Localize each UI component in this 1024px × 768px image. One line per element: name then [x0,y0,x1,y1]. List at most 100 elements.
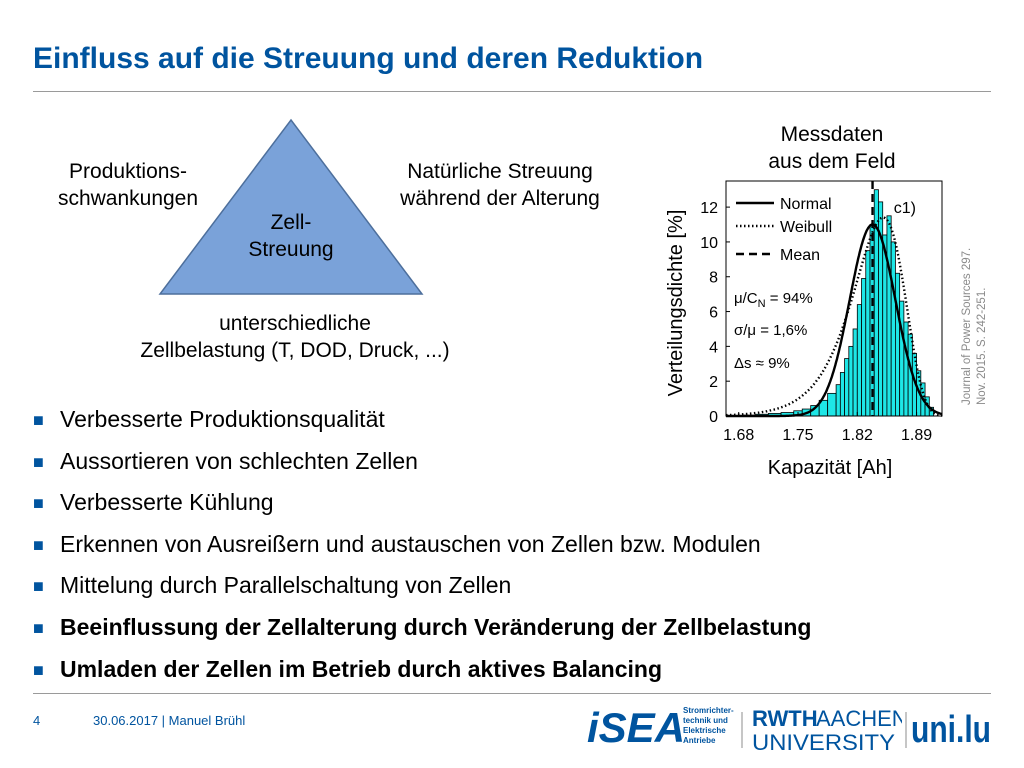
production-fluctuations-line2: schwankungen [57,187,199,210]
histogram-bar [895,272,901,417]
bullet-text: Umladen der Zellen im Betrieb durch akti… [60,655,663,682]
bullet-text: Beeinflussung der Zellalterung durch Ver… [60,613,812,640]
rwth-logo-university: UNIVERSITY [752,730,895,754]
legend-normal-label: Normal [780,196,832,213]
histogram-bar [827,392,837,417]
x-axis-label: Kapazität [Ah] [768,457,893,479]
chart-axes: 0 2 4 6 8 10 12 1.68 1.75 1.82 1.89 [700,180,943,444]
weibull-fit-line [725,216,943,417]
chart-caption: Messdaten aus dem Feld [744,121,920,175]
isea-logo: iSEA Stromrichter- technik und Elektrisc… [587,704,734,751]
footer-divider [33,693,991,694]
cell-load-label: unterschiedliche Zellbelastung (T, DOD, … [95,310,495,364]
y-tick-label: 2 [709,374,718,391]
production-fluctuations-line1: Produktions- [69,160,187,183]
date-author: 30.06.2017 | Manuel Brühl [93,713,246,728]
annotation-mu: μ/C [734,290,758,307]
triangle-shape [158,118,424,295]
triangle-center-line1: Zell- [270,211,312,234]
annotation-sigma-mu: σ/μ = 1,6% [734,322,807,339]
rwth-logo-rwth: RWTH [752,706,818,731]
unilu-logo-text: uni.lu [911,709,991,751]
x-tick-label: 1.89 [901,427,932,444]
bullet-item: ■ Verbesserte Produktionsqualität [33,399,811,441]
bullet-square-icon: ■ [33,659,44,680]
cell-load-line1: unterschiedliche [219,312,371,335]
bullet-item: ■ Beeinflussung der Zellalterung durch Ve… [33,607,811,649]
citation-line1: Journal of Power Sources 297. [961,247,973,405]
plot-frame [725,180,943,417]
histogram-bar [848,345,854,417]
y-tick-label: 10 [700,235,718,252]
bullet-square-icon: ■ [33,617,44,638]
annotation-subscript-n: N [758,298,766,310]
bullet-item: ■ Erkennen von Ausreißern und austauschen… [33,524,811,566]
y-tick-label: 0 [709,409,718,426]
annotation-mu-cn: μ/CN = 94% [734,290,813,310]
panel-label: c1) [894,200,916,217]
chart-caption-line2: aus dem Feld [768,150,896,173]
histogram-bar [861,278,867,417]
histogram-bar [844,358,850,417]
histogram-bar [852,328,858,417]
bullet-text: Verbesserte Produktionsqualität [60,406,385,432]
bullet-square-icon: ■ [33,451,44,472]
isea-sub3: Elektrische [683,726,726,735]
bullet-square-icon: ■ [33,493,44,514]
histogram-bar [873,189,879,417]
chart-legend: Normal Weibull Mean μ/CN = 94% σ/μ = 1,6% Δs … [730,191,840,372]
chart-caption-line1: Messdaten [780,123,884,146]
bullet-text: Aussortieren von schlechten Zellen [60,447,418,474]
natural-scatter-label: Natürliche Streuung während der Alterung [368,158,632,212]
legend-mean-label: Mean [780,247,820,264]
isea-sub2: technik und [683,716,728,725]
zell-streuung-triangle [158,118,424,295]
histogram-bar [856,304,862,417]
production-fluctuations-label: Produktions- schwankungen [28,158,228,212]
slide-title: Einfluss auf die Streuung und deren Redu… [33,42,704,75]
histogram-bar [886,215,892,417]
title-divider [33,91,991,92]
histogram-bar [890,241,896,417]
logo-separator [741,712,743,748]
bullet-item: ■ Mittelung durch Parallelschaltung von Z… [33,565,811,607]
rwth-logo-aachen: AACHEN [816,706,902,731]
capacity-histogram-chart: 0 2 4 6 8 10 12 1.68 1.75 1.82 1.89 Normal Weibull M… [665,180,943,479]
annotation-delta-s: Δs ≈ 9% [734,355,790,372]
isea-logo-text: iSEA [587,704,685,751]
histogram-bar [835,384,841,417]
bullet-item: ■ Umladen der Zellen im Betrieb durch akt… [33,649,811,691]
histogram-bar [839,372,845,417]
legend-weibull-label: Weibull [780,219,832,236]
citation-line2: Nov. 2015. S. 242-251. [976,287,988,405]
histogram-bar [882,234,888,417]
bullet-item: ■ Aussortieren von schlechten Zellen [33,441,811,483]
bullet-square-icon: ■ [33,534,44,555]
bullet-list: ■ Verbesserte Produktionsqualität ■ Aussort… [33,399,811,690]
y-axis-label: Verteilungsdichte [%] [665,210,687,397]
y-tick-label: 12 [700,200,718,217]
triangle-center-label: Zell- Streuung [233,209,349,263]
x-tick-label: 1.75 [782,427,813,444]
citation: Journal of Power Sources 297. Nov. 2015.… [960,248,990,405]
bullet-square-icon: ■ [33,410,44,430]
unilu-logo: uni.lu [911,709,991,751]
x-tick-label: 1.82 [842,427,873,444]
rwth-logo: RWTH AACHEN UNIVERSITY [752,706,902,754]
cell-load-line2: Zellbelastung (T, DOD, Druck, ...) [140,339,450,362]
bullet-square-icon: ■ [33,576,44,597]
isea-sub1: Stromrichter- [683,706,734,715]
histogram-bar [903,321,909,417]
natural-scatter-line2: während der Alterung [400,187,600,210]
bullet-text: Mittelung durch Parallelschaltung von Ze… [60,572,512,599]
y-tick-label: 8 [709,270,718,287]
logo-separator-2 [905,712,907,748]
y-tick-label: 6 [709,305,718,322]
triangle-center-line2: Streuung [248,238,334,261]
bullet-text: Verbesserte Kühlung [60,489,274,516]
y-tick-label: 4 [709,339,718,356]
annotation-mu-value: = 94% [766,290,813,307]
natural-scatter-line1: Natürliche Streuung [407,160,593,183]
bullet-text: Erkennen von Ausreißern und austauschen … [60,530,761,557]
x-tick-label: 1.68 [723,427,754,444]
